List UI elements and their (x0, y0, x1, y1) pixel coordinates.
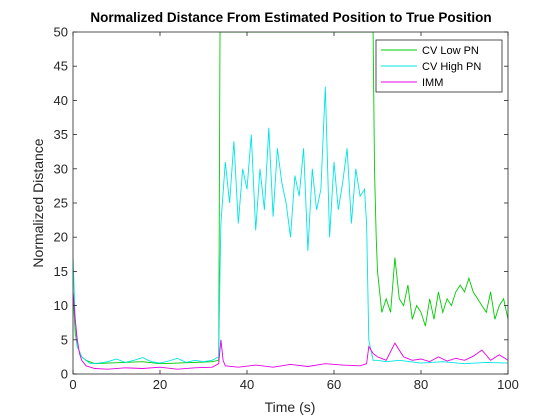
y-tick-label-4: 20 (54, 230, 68, 245)
x-axis-label: Time (s) (265, 399, 316, 415)
y-tick-label-7: 35 (54, 127, 68, 142)
legend-label-3: IMM (422, 77, 443, 89)
y-tick-label-3: 15 (54, 264, 68, 279)
series-line-2 (73, 86, 508, 365)
x-tick-label-0: 0 (69, 377, 76, 392)
x-tick-label-2: 40 (240, 377, 254, 392)
y-tick-label-10: 50 (54, 25, 68, 40)
y-tick-label-8: 40 (54, 93, 68, 108)
y-tick-label-2: 10 (54, 298, 68, 313)
y-tick-label-1: 5 (61, 332, 68, 347)
y-tick-label-9: 45 (54, 59, 68, 74)
series-line-3 (73, 291, 508, 370)
legend: CV Low PN CV High PN IMM (375, 39, 503, 93)
x-tick-label-4: 80 (414, 377, 428, 392)
ticks-layer: 0 20 40 60 80 100 0 5 10 15 20 25 30 35 40 45 50 (54, 25, 519, 393)
y-tick-label-6: 30 (54, 161, 68, 176)
y-axis-label: Normalized Distance (30, 138, 46, 267)
y-tick-label-5: 25 (54, 196, 68, 211)
chart-title: Normalized Distance From Estimated Posit… (90, 10, 491, 25)
legend-label-2: CV High PN (422, 61, 481, 73)
x-tick-label-1: 20 (153, 377, 167, 392)
legend-label-1: CV Low PN (422, 45, 479, 57)
series-layer (73, 32, 508, 370)
y-tick-label-0: 0 (61, 367, 68, 382)
series-line-1 (73, 32, 508, 365)
x-tick-label-5: 100 (497, 377, 519, 392)
x-tick-label-3: 60 (327, 377, 341, 392)
